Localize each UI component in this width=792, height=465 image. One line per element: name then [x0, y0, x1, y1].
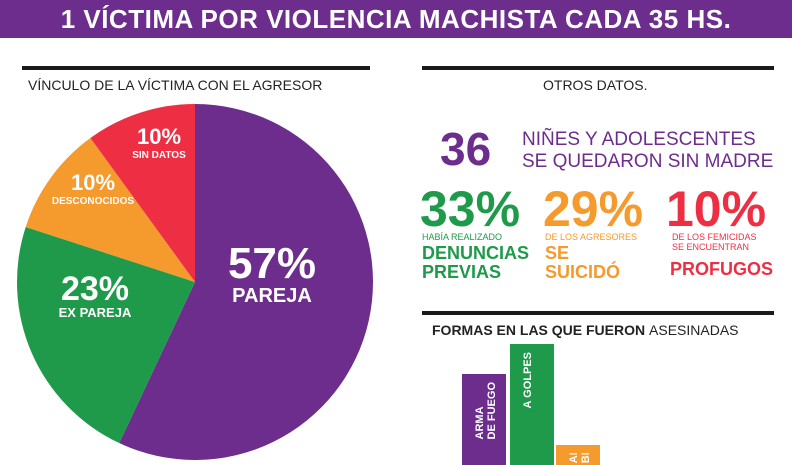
bar-arma-de-fuego: [462, 374, 506, 465]
stat-profugos-strong1: PROFUGOS: [670, 259, 774, 279]
bars-title-light: ASESINADAS: [649, 322, 739, 338]
stat-profugos-small2: SE ENCUENTRAN: [672, 242, 750, 252]
children-text-line2: SE QUEDARON SIN MADRE: [522, 151, 774, 172]
pie-category-label: EX PAREJA: [59, 305, 132, 320]
right-section-rule: [422, 66, 774, 70]
stat-suicidio-small: DE LOS AGRESORES: [545, 232, 638, 242]
pie-pct-label: 10%: [137, 124, 181, 149]
left-section-title: VÍNCULO DE LA VÍCTIMA CON EL AGRESOR: [28, 77, 323, 93]
bar-a-golpes: [510, 343, 554, 465]
right-section-title: OTROS DATOS.: [543, 77, 648, 93]
bar-arma-blanca: [556, 444, 600, 465]
pie-slice-ex-pareja: [17, 226, 195, 444]
pie-slice-desconocidos: [25, 137, 195, 282]
stat-suicidio-strong2: SUICIDÓ: [545, 262, 621, 282]
bar-label: ARMA BLANCA: [568, 453, 592, 463]
stat-denuncias-value: 33%: [420, 181, 521, 237]
bars-title-bold: FORMAS EN LAS QUE FUERON: [432, 322, 646, 338]
stat-profugos-value: 10%: [666, 181, 767, 237]
children-number: 36: [440, 123, 492, 175]
bars-section-rule: [422, 311, 774, 315]
pie-category-label: PAREJA: [232, 285, 312, 307]
stat-denuncias-strong1: DENUNCIAS: [422, 243, 530, 263]
left-section-rule: [22, 66, 370, 70]
pie-category-label: DESCONOCIDOS: [52, 196, 135, 207]
title-banner: 1 VÍCTIMA POR VIOLENCIA MACHISTA CADA 35…: [0, 0, 792, 38]
pie-slice-sin-datos: [90, 104, 195, 282]
children-text-line1: NIÑES Y ADOLESCENTES: [522, 129, 756, 150]
pie-pct-label: 23%: [61, 270, 129, 308]
pie-pct-label: 10%: [71, 170, 115, 195]
pie-pct-label: 57%: [228, 239, 316, 288]
pie-category-label: SIN DATOS: [132, 150, 186, 161]
stat-denuncias-small: HABÍA REALIZADO: [422, 232, 503, 242]
bar-label: A GOLPES: [522, 351, 534, 409]
bars-section-title: FORMAS EN LAS QUE FUERON ASESINADAS: [432, 322, 739, 338]
stat-denuncias-strong2: PREVIAS: [422, 262, 502, 282]
stat-profugos-small1: DE LOS FEMICIDAS: [672, 232, 757, 242]
stat-suicidio-strong1: SE: [545, 243, 570, 263]
bar-label: ARMA DE FUEGO: [474, 382, 499, 440]
pie-slice-pareja: [119, 104, 373, 460]
stat-suicidio-value: 29%: [543, 181, 644, 237]
banner-title: 1 VÍCTIMA POR VIOLENCIA MACHISTA CADA 35…: [60, 3, 732, 34]
